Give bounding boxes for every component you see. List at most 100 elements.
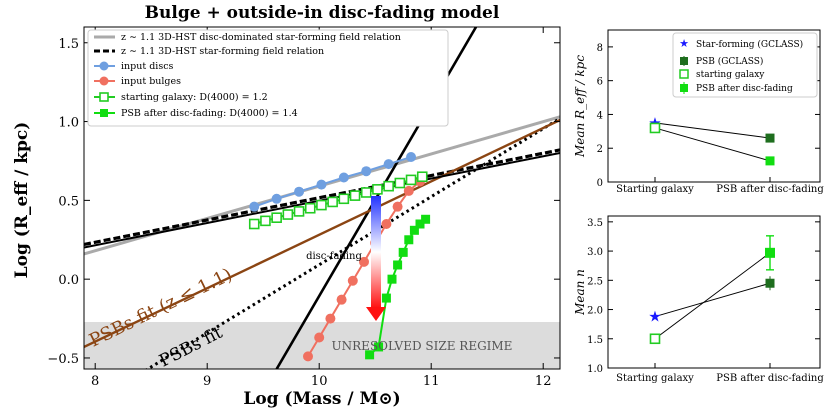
psb-fading-marker: [765, 247, 775, 258]
series-2-point: [282, 209, 294, 220]
ytick-label: 0: [597, 178, 603, 189]
series-1-point: [392, 201, 403, 212]
ytick-label: 1.0: [587, 364, 603, 375]
reff-xtick-psb: PSB after disc-fading: [716, 184, 824, 195]
ytick-label: 2.0: [587, 306, 603, 317]
reff-ylabel: Mean R_eff / kpc: [573, 55, 587, 158]
series-1-point: [303, 351, 313, 362]
ytick-label: 2: [597, 144, 603, 155]
series-3-point: [409, 225, 419, 235]
ytick-label: 2.5: [587, 276, 603, 287]
main-title: Bulge + outside-in disc-fading model: [145, 3, 500, 23]
xtick-label: 10: [311, 374, 328, 389]
series-2-point: [293, 206, 305, 217]
reff-series: ★: [648, 114, 775, 166]
series-2-point: [383, 180, 394, 192]
series-0-point: [361, 166, 372, 177]
legend-input-discs: input discs: [121, 61, 174, 72]
main-legend: z ∼ 1.1 3D-HST disc-dominated star-formi…: [87, 29, 449, 127]
series-1-point: [325, 313, 336, 324]
series-1-point: [314, 332, 325, 343]
relation-line-3: [144, 117, 560, 369]
legend-starting-galaxy-small: starting galaxy: [696, 70, 765, 80]
series-1-point: [381, 219, 392, 230]
series-1-point: [336, 294, 347, 305]
main-ticks: 8 9 10 11 12 −0.5 0.0 0.5 1.0 1.5: [47, 27, 560, 389]
series-0-point: [271, 193, 282, 204]
series-2-point: [271, 212, 282, 224]
star-marker: ★: [648, 308, 661, 326]
comparison-line-0: [654, 122, 771, 139]
ytick-label: 3.0: [587, 247, 603, 258]
series-3-point: [398, 247, 408, 257]
comparison-line-0: [654, 282, 771, 318]
series-1-point: [347, 275, 358, 286]
series-3-point: [387, 274, 397, 284]
series-3-point: [365, 350, 375, 360]
psb-gclass-marker: [765, 278, 775, 288]
series-0-point: [383, 159, 394, 170]
series-0-point: [294, 186, 305, 197]
series-2-point: [260, 215, 271, 227]
comparison-line-1: [654, 127, 771, 162]
main-ylabel: Log (R_eff / kpc): [12, 122, 32, 279]
reff-legend: ★ Star-forming (GCLASS) PSB (GCLASS) sta…: [672, 32, 818, 98]
series-2-point: [360, 187, 372, 198]
series-2-point: [248, 218, 260, 230]
reff-ticks: 0 2 4 6 8: [597, 43, 820, 189]
n-xtick-start: Starting galaxy: [616, 373, 694, 384]
legend-psb-fading-small: PSB after disc-fading: [696, 84, 793, 94]
xtick-label: 12: [535, 374, 552, 389]
series-0-point: [338, 172, 349, 183]
legend-sf-gclass: Star-forming (GCLASS): [696, 39, 803, 50]
disc-fading-arrow: [371, 196, 381, 308]
ytick-label: 3.5: [587, 218, 603, 229]
n-axes-frame: [607, 215, 821, 369]
series-3-point: [421, 214, 431, 224]
comparison-line-1: [654, 252, 771, 340]
series-2-point: [405, 174, 417, 186]
svg-text:★: ★: [679, 37, 689, 50]
relation-line-1: [84, 148, 560, 247]
psb-gclass-marker: [765, 133, 775, 143]
series-0-point: [316, 179, 327, 190]
n-ticks: 1.0 1.5 2.0 2.5 3.0 3.5: [587, 218, 820, 375]
n-ylabel: Mean n: [573, 269, 587, 316]
disc-fading-arrowhead: [366, 307, 386, 321]
series-2-point: [338, 193, 350, 205]
xtick-label: 11: [423, 374, 440, 389]
legend-sf-relation: z ∼ 1.1 3D-HST star-forming field relati…: [121, 46, 324, 57]
ytick-label: 6: [597, 77, 603, 88]
main-axes-frame: [83, 26, 561, 370]
legend-psb-gclass: PSB (GCLASS): [696, 56, 763, 67]
series-2-point: [304, 202, 316, 214]
ytick-label: −0.5: [47, 352, 79, 367]
series-2-point: [316, 199, 327, 211]
series-1-point: [359, 256, 369, 267]
xtick-label: 8: [91, 374, 99, 389]
series-3-point: [374, 342, 384, 352]
data-series: [248, 152, 431, 362]
series-line-2: [253, 175, 423, 225]
reff-axes-frame: [607, 29, 821, 183]
legend-input-bulges: input bulges: [121, 76, 181, 87]
start-marker: [649, 122, 661, 134]
legend-starting-galaxy: starting galaxy: D(4000) = 1.2: [121, 92, 268, 103]
series-3-point: [381, 293, 391, 303]
ytick-label: 1.0: [58, 116, 79, 131]
disc-fading-label: disc-fading: [306, 251, 362, 262]
psb-fading-marker: [765, 156, 775, 166]
series-2-point: [394, 177, 406, 189]
xtick-label: 9: [203, 374, 211, 389]
legend-disc-relation: z ∼ 1.1 3D-HST disc-dominated star-formi…: [121, 32, 401, 43]
ytick-label: 0.5: [58, 194, 79, 209]
main-xlabel: Log (Mass / M⊙): [243, 389, 400, 409]
series-0-point: [406, 152, 417, 163]
series-2-point: [349, 190, 361, 201]
series-3-point: [393, 260, 403, 270]
n-series: ★: [648, 235, 775, 345]
n-xtick-psb: PSB after disc-fading: [716, 373, 824, 384]
ytick-label: 8: [597, 43, 603, 54]
reff-xtick-start: Starting galaxy: [616, 184, 694, 195]
